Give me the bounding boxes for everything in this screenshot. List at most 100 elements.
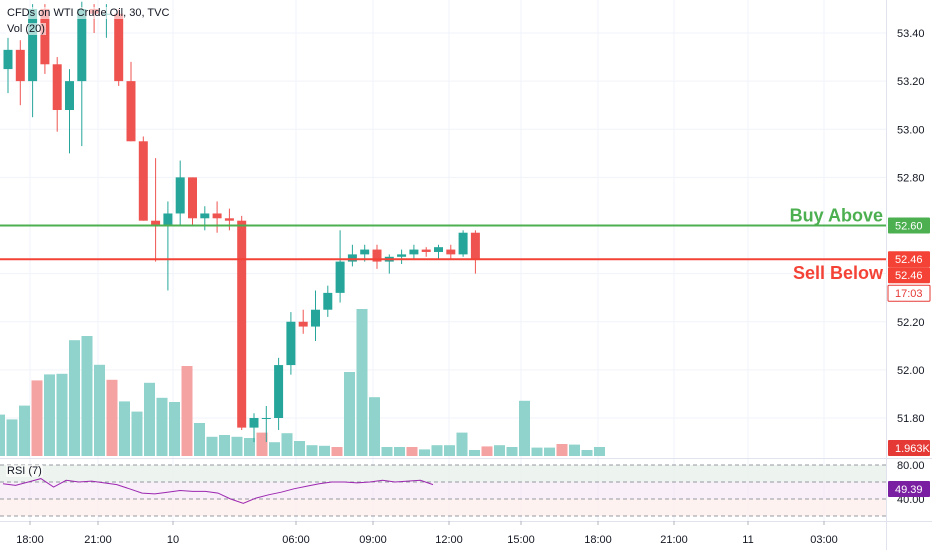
buy-above-label: Buy Above	[790, 206, 883, 226]
candle-body	[421, 249, 431, 252]
volume-bar	[594, 447, 605, 456]
volume-bar	[106, 379, 118, 456]
volume-bar	[256, 432, 268, 456]
candle-body	[114, 13, 124, 82]
candle-body	[200, 213, 210, 219]
time-tick-label: 06:00	[282, 534, 310, 546]
candle-body	[286, 321, 296, 366]
price-tick-label: 51.80	[897, 413, 925, 425]
candle-body	[274, 365, 284, 418]
last-price-badge: 52.46	[895, 254, 923, 266]
volume-bar	[431, 445, 443, 456]
volume-bar	[556, 444, 568, 456]
time-tick-label: 18:00	[584, 534, 612, 546]
countdown-badge-box: 17:03	[895, 288, 923, 300]
volume-bar	[69, 340, 80, 456]
rsi-line	[2, 478, 434, 504]
candle-body	[188, 177, 197, 219]
symbol-label: CFDs on WTI Crude Oil, 30, TVC	[6, 7, 171, 19]
last-price-badge-bg	[888, 251, 930, 268]
volume-bar	[419, 449, 430, 456]
candle-body	[138, 141, 148, 221]
candle-body	[446, 249, 456, 255]
buy-level-badge: 52.60	[895, 221, 923, 233]
candle-body	[40, 8, 50, 65]
candle-body	[52, 64, 62, 110]
volume-bar	[119, 401, 130, 456]
volume-bar	[169, 402, 180, 456]
volume-bar	[381, 447, 393, 456]
volume-label: Vol (20)	[6, 23, 46, 35]
time-tick-label: 12:00	[435, 534, 463, 546]
volume-bar	[206, 436, 218, 456]
price-tick-label: 52.80	[897, 172, 925, 184]
candle-body	[360, 249, 370, 255]
rsi-tick-label: 80.00	[897, 460, 925, 472]
rsi-label: RSI (7)	[6, 465, 43, 477]
countdown-badge-box-bg	[887, 284, 931, 302]
volume-bar	[94, 364, 105, 456]
candle-body	[212, 213, 222, 219]
candle-body	[323, 292, 333, 310]
candle-body	[249, 418, 259, 428]
candle-body	[163, 213, 173, 226]
candle-body	[126, 81, 136, 142]
volume-bar	[81, 336, 93, 456]
candle-body	[470, 232, 480, 260]
candle-body	[65, 81, 74, 110]
candle-body	[458, 232, 468, 255]
volume-bar	[456, 432, 468, 456]
time-tick-label: 11	[742, 534, 753, 546]
rsi-upper-band	[0, 465, 886, 482]
volume-bar	[506, 447, 518, 456]
rsi-badge-bg	[888, 481, 930, 497]
volume-bar	[0, 414, 5, 456]
candle-body	[311, 309, 320, 327]
volume-bar	[156, 397, 168, 456]
volume-bar	[144, 382, 155, 456]
volume-bar	[231, 436, 243, 456]
volume-bar	[131, 411, 143, 456]
buy-level-badge-bg	[888, 217, 930, 234]
volume-bar	[281, 433, 293, 456]
candle-body	[175, 177, 185, 214]
sell-level-badge-bg	[888, 267, 930, 284]
candle-body	[409, 249, 419, 255]
sell-below-label: Sell Below	[793, 263, 884, 283]
candle-body	[434, 247, 443, 252]
volume-bar	[31, 380, 43, 456]
volume-bar	[444, 445, 455, 456]
price-tick-label: 52.00	[897, 365, 925, 377]
candle-body	[15, 49, 25, 82]
price-tick-label: 53.20	[897, 76, 925, 88]
volume-bar	[269, 442, 280, 456]
candle-body	[237, 220, 247, 428]
volume-bar	[394, 447, 405, 456]
volume-bar	[319, 445, 330, 456]
time-tick-label: 15:00	[507, 534, 535, 546]
candle-body	[335, 261, 345, 293]
volume-bar	[406, 447, 418, 456]
legend-symbol: CFDs on WTI Crude Oil, 30, TVC	[6, 7, 171, 19]
candle-body	[3, 49, 13, 70]
volume-bar	[331, 447, 343, 456]
candle-body	[28, 8, 38, 82]
volume-bar	[194, 423, 205, 456]
time-tick-label: 21:00	[84, 534, 112, 546]
volume-bar	[344, 372, 355, 456]
volume-bar	[56, 373, 68, 456]
rsi-lower-band	[0, 499, 886, 516]
price-tick-label: 53.00	[897, 124, 925, 136]
time-tick-label: 18:00	[16, 534, 44, 546]
volume-bar	[531, 447, 543, 456]
volume-bar	[306, 445, 318, 456]
volume-bar	[181, 366, 193, 456]
time-tick-label: 09:00	[359, 534, 387, 546]
volume-bar	[494, 445, 505, 456]
volume-bar	[581, 450, 593, 456]
volume-bar	[519, 400, 530, 456]
volume-bar	[19, 405, 30, 456]
candle-body	[397, 254, 407, 257]
